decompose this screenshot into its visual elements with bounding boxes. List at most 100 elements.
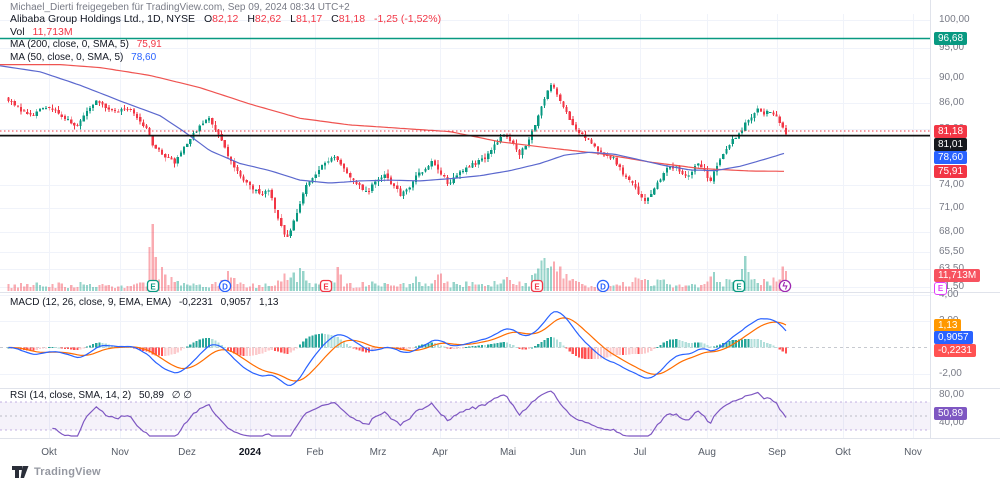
price-axis-tick: 4,00 [939, 289, 959, 301]
ma50-value: 78,60 [131, 51, 157, 63]
dividend-marker[interactable]: D [596, 279, 610, 293]
time-axis-label: Sep [768, 447, 786, 458]
dividend-marker[interactable]: D [218, 279, 232, 293]
upcoming-earnings-badge[interactable]: E [934, 282, 947, 295]
axis-price-badge: 81,18 [934, 124, 968, 138]
axis-price-badge: -0,2231 [934, 344, 976, 357]
pane-separators[interactable] [0, 0, 1000, 438]
change-value: -1,25 (-1,52%) [373, 13, 442, 25]
macd-signal-value: 1,13 [259, 297, 279, 308]
svg-text:E: E [736, 283, 742, 292]
gridlines [0, 14, 930, 438]
ma200-line[interactable] [0, 63, 784, 172]
time-axis-label: Jun [569, 447, 587, 458]
price-axis-tick: 61,50 [939, 280, 965, 292]
rsi-band [0, 401, 930, 431]
svg-text:D: D [222, 283, 228, 292]
earnings-marker[interactable]: E [732, 279, 746, 293]
macd-line[interactable] [8, 311, 787, 386]
price-axis-tick: 65,50 [939, 246, 965, 258]
time-axis-label: Nov [904, 447, 922, 458]
time-axis-label: Jul [633, 447, 647, 458]
axis-price-badge: 0,9057 [934, 331, 973, 344]
price-axis-tick: 40,00 [939, 417, 965, 428]
ohlc-high-value: 82,62 [254, 13, 282, 25]
flash-marker[interactable]: ϟ [778, 279, 792, 293]
price-axis-tick: 68,00 [939, 225, 965, 237]
ohlc-open-value: 82,12 [212, 13, 239, 25]
price-axis-tick: 86,00 [939, 96, 965, 108]
volume-value: 11,713M [32, 25, 73, 38]
candles-layer [7, 83, 788, 239]
price-axis-tick: 100,00 [939, 14, 970, 25]
macd-legend[interactable]: MACD (12, 26, close, 9, EMA, EMA) -0,223… [10, 297, 279, 308]
ma200-label: MA (200, close, 0, SMA, 5) [10, 39, 129, 50]
time-axis-label: Mai [499, 447, 517, 458]
time-axis-label: 2024 [238, 447, 262, 458]
time-axis-label: Okt [835, 447, 851, 458]
symbol-title-row[interactable]: Alibaba Group Holdings Ltd., 1D, NYSE O8… [10, 13, 442, 26]
macd-line-value: 0,9057 [220, 297, 252, 308]
symbol-legend: Alibaba Group Holdings Ltd., 1D, NYSE O8… [10, 13, 442, 64]
ma200-value: 75,91 [136, 39, 162, 50]
ma50-row[interactable]: MA (50, close, 0, SMA, 5) 78,60 [10, 52, 441, 64]
earnings-marker[interactable]: E [319, 279, 333, 293]
time-axis[interactable]: Okt Nov Dez 2024 Feb Mrz Apr Mai Jun Jul Aug Sep Okt… [0, 438, 1000, 465]
price-axis-tick: 71,00 [939, 202, 965, 214]
macd-histogram [7, 333, 788, 360]
ma50-label: MA (50, close, 0, SMA, 5) [10, 51, 124, 63]
price-axis-tick: 90,00 [939, 71, 965, 83]
ma50-line[interactable] [0, 65, 785, 184]
axis-price-badge: 50,89 [934, 406, 968, 420]
time-axis-label: Feb [306, 447, 324, 458]
axis-price-badge: 75,91 [934, 164, 968, 178]
ohlc-low-value: 81,17 [295, 13, 323, 25]
tradingview-logo-icon [12, 466, 29, 478]
svg-text:ϟ: ϟ [782, 282, 788, 293]
volume-bars [7, 224, 788, 291]
svg-text:E: E [150, 283, 156, 292]
svg-text:D: D [600, 283, 606, 292]
time-axis-label: Dez [178, 447, 196, 458]
axis-price-badge: 78,60 [934, 151, 968, 164]
rsi-line[interactable] [52, 390, 787, 437]
time-axis-label: Mrz [369, 447, 387, 458]
ohlc-low-label: L [290, 13, 296, 25]
ohlc-close-label: C [331, 13, 339, 25]
svg-text:E: E [534, 283, 540, 292]
macd-label: MACD (12, 26, close, 9, EMA, EMA) [10, 297, 172, 308]
time-axis-label: Aug [698, 447, 716, 458]
price-axis-tick: 74,00 [939, 179, 965, 191]
rsi-hidden-values: ∅ ∅ [171, 390, 192, 401]
axis-price-badge: 96,68 [934, 32, 968, 45]
rsi-legend[interactable]: RSI (14, close, SMA, 14, 2) 50,89 ∅ ∅ [10, 390, 192, 401]
price-axis-tick: 80,00 [939, 389, 965, 400]
ohlc-open-label: O [203, 13, 213, 25]
tradingview-attribution[interactable]: TradingView [12, 466, 101, 478]
time-axis-label: Apr [432, 447, 448, 458]
price-axis[interactable]: 100,0095,0090,0086,0082,0074,0071,0068,0… [931, 0, 1000, 438]
ohlc-close-value: 81,18 [338, 13, 366, 25]
tradingview-brand-text: TradingView [34, 466, 101, 478]
price-axis-tick: 95,00 [939, 42, 965, 54]
symbol-title[interactable]: Alibaba Group Holdings Ltd., 1D, NYSE [10, 13, 196, 25]
svg-text:E: E [323, 283, 329, 292]
earnings-marker[interactable]: E [530, 279, 544, 293]
ma200-row[interactable]: MA (200, close, 0, SMA, 5) 75,91 [10, 39, 441, 51]
price-axis-tick: -2,00 [939, 367, 962, 379]
time-axis-label: Nov [111, 447, 129, 458]
volume-label: Vol [10, 25, 25, 38]
rsi-label: RSI (14, close, SMA, 14, 2) [10, 390, 132, 401]
ohlc-high-label: H [247, 13, 255, 25]
axis-price-badge: 11,713M [934, 268, 981, 282]
earnings-marker[interactable]: E [146, 279, 160, 293]
macd-hist-value: -0,2231 [178, 297, 213, 308]
axis-price-badge: 81,01 [934, 138, 968, 151]
attribution-text: Michael_Dierti freigegeben für TradingVi… [10, 2, 350, 13]
axis-price-badge: 1,13 [934, 318, 962, 332]
time-axis-label: Okt [41, 447, 57, 458]
rsi-value: 50,89 [138, 390, 164, 401]
volume-row[interactable]: Vol 11,713M [10, 25, 441, 39]
